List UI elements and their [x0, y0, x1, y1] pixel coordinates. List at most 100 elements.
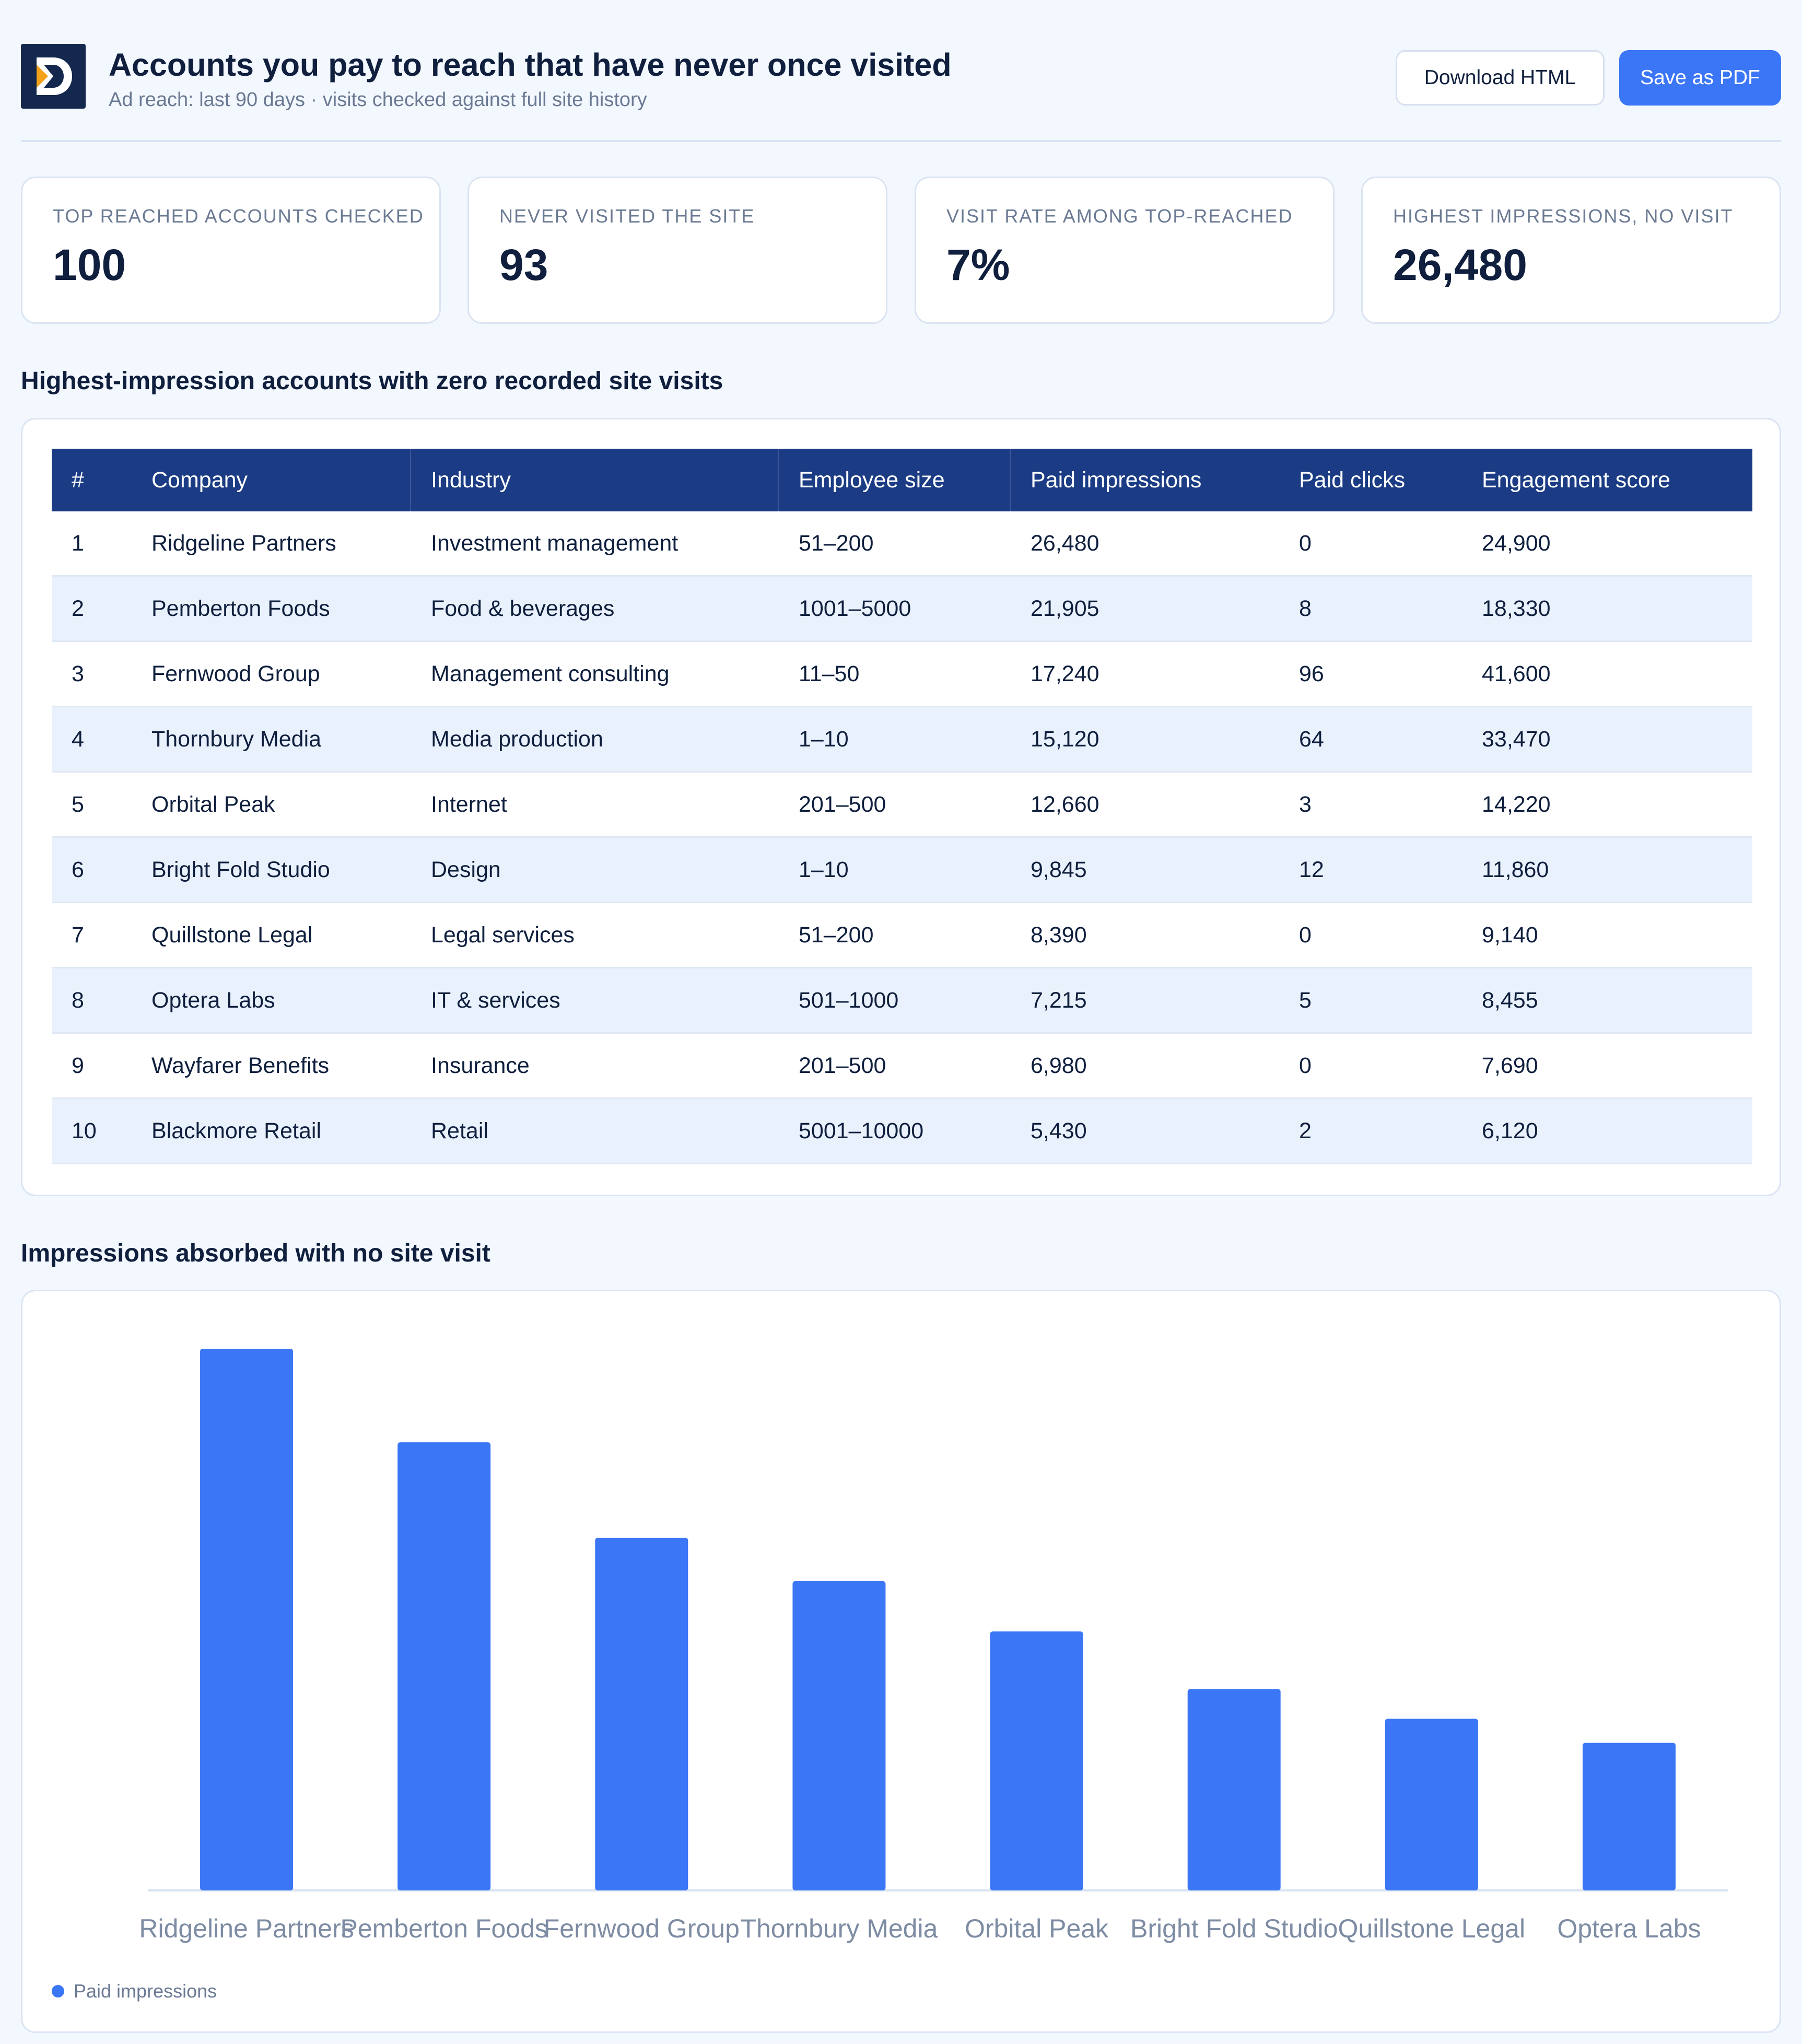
kpi-label: HIGHEST IMPRESSIONS, NO VISIT	[1393, 205, 1734, 227]
bar-orbital-peak[interactable]	[990, 1631, 1083, 1890]
bar-quillstone-legal[interactable]	[1385, 1719, 1478, 1890]
cell-company: Ridgeline Partners	[151, 530, 336, 556]
col-header-engagement-score[interactable]: Engagement score	[1482, 467, 1670, 493]
cell-engagement-score: 11,860	[1482, 857, 1549, 882]
cell-paid-clicks: 0	[1299, 1053, 1312, 1078]
cell-paid-impressions: 5,430	[1031, 1118, 1087, 1143]
cell-engagement-score: 24,900	[1482, 530, 1551, 556]
cell-paid-clicks: 8	[1299, 595, 1312, 621]
cell-paid-impressions: 15,120	[1031, 726, 1099, 752]
col-header-rank[interactable]: #	[72, 467, 84, 493]
col-header-paid-clicks[interactable]: Paid clicks	[1299, 467, 1406, 493]
cell-company: Blackmore Retail	[151, 1118, 321, 1143]
x-tick-label: Quillstone Legal	[1338, 1914, 1526, 1943]
cell-rank: 5	[72, 791, 84, 817]
table-row[interactable]: 3 Fernwood Group Management consulting 11–5…	[52, 642, 1752, 707]
bar-thornbury-media[interactable]	[792, 1581, 886, 1890]
cell-rank: 6	[72, 857, 84, 882]
kpi-value: 7%	[946, 240, 1010, 289]
cell-industry: Retail	[431, 1118, 488, 1143]
cell-company: Quillstone Legal	[151, 922, 313, 948]
cell-rank: 8	[72, 987, 84, 1013]
cell-company: Fernwood Group	[151, 661, 320, 686]
cell-engagement-score: 33,470	[1482, 726, 1551, 752]
col-header-company[interactable]: Company	[151, 467, 248, 493]
chart-panel: Ridgeline Partners Pemberton Foods Fernwoo…	[21, 1290, 1781, 2033]
cell-rank: 1	[72, 530, 84, 556]
kpi-value: 93	[499, 240, 548, 289]
bar-bright-fold-studio[interactable]	[1187, 1689, 1281, 1890]
x-tick-label: Fernwood Group	[544, 1914, 740, 1943]
cell-paid-impressions: 9,845	[1031, 857, 1087, 882]
cell-industry: Food & beverages	[431, 595, 615, 621]
brand-logo-icon	[37, 57, 72, 95]
cell-industry: Legal services	[431, 922, 575, 948]
table-row[interactable]: 10 Blackmore Retail Retail 5001–10000 5,430 2…	[52, 1099, 1752, 1164]
x-tick-label: Bright Fold Studio	[1130, 1914, 1338, 1943]
cell-industry: Media production	[431, 726, 603, 752]
cell-rank: 7	[72, 922, 84, 948]
kpi-value: 100	[53, 240, 126, 289]
accounts-table-panel: # Company Industry Employee size Paid im…	[21, 418, 1781, 1196]
cell-paid-impressions: 12,660	[1031, 791, 1099, 817]
table-row[interactable]: 9 Wayfarer Benefits Insurance 201–500 6,980 0…	[52, 1034, 1752, 1099]
kpi-card-never-visited: NEVER VISITED THE SITE 93	[467, 177, 887, 324]
table-row[interactable]: 7 Quillstone Legal Legal services 51–200 8,3…	[52, 903, 1752, 968]
bar-fernwood-group[interactable]	[595, 1537, 688, 1890]
cell-employee-size: 1001–5000	[799, 595, 911, 621]
cell-engagement-score: 41,600	[1482, 661, 1551, 686]
bar-ridgeline-partners[interactable]	[200, 1349, 294, 1890]
cell-rank: 9	[72, 1053, 84, 1078]
brand-logo	[21, 44, 86, 109]
x-tick-label: Optera Labs	[1557, 1914, 1701, 1943]
kpi-label: VISIT RATE AMONG TOP-REACHED	[946, 205, 1293, 227]
cell-employee-size: 201–500	[799, 791, 886, 817]
cell-industry: Internet	[431, 791, 507, 817]
bar-pemberton-foods[interactable]	[397, 1442, 491, 1890]
legend-label: Paid impressions	[74, 1980, 217, 2002]
save-pdf-button[interactable]: Save as PDF	[1619, 50, 1781, 106]
table-row[interactable]: 4 Thornbury Media Media production 1–10 15,1…	[52, 707, 1752, 773]
cell-employee-size: 5001–10000	[799, 1118, 924, 1143]
kpi-label: TOP REACHED ACCOUNTS CHECKED	[53, 205, 424, 227]
report-header: Accounts you pay to reach that have neve…	[21, 44, 1781, 112]
table-row[interactable]: 1 Ridgeline Partners Investment management…	[52, 511, 1752, 577]
x-tick-label: Ridgeline Partners	[139, 1914, 354, 1943]
cell-engagement-score: 18,330	[1482, 595, 1551, 621]
download-html-button[interactable]: Download HTML	[1396, 50, 1605, 106]
cell-industry: Design	[431, 857, 501, 882]
table-row[interactable]: 8 Optera Labs IT & services 501–1000 7,215 5 8…	[52, 968, 1752, 1034]
cell-industry: IT & services	[431, 987, 560, 1013]
cell-company: Thornbury Media	[151, 726, 322, 752]
cell-company: Orbital Peak	[151, 791, 275, 817]
chart-section-title: Impressions absorbed with no site visit	[21, 1240, 490, 1267]
cell-paid-impressions: 7,215	[1031, 987, 1087, 1013]
cell-company: Optera Labs	[151, 987, 275, 1013]
header-divider	[21, 140, 1781, 142]
table-row[interactable]: 6 Bright Fold Studio Design 1–10 9,845 12 11,8…	[52, 838, 1752, 903]
cell-rank: 3	[72, 661, 84, 686]
kpi-label: NEVER VISITED THE SITE	[499, 205, 755, 227]
cell-employee-size: 1–10	[799, 726, 849, 752]
cell-paid-impressions: 8,390	[1031, 922, 1087, 948]
cell-paid-clicks: 0	[1299, 530, 1312, 556]
cell-employee-size: 51–200	[799, 922, 874, 948]
col-header-employee-size[interactable]: Employee size	[799, 467, 945, 493]
kpi-card-visit-rate: VISIT RATE AMONG TOP-REACHED 7%	[915, 177, 1335, 324]
col-header-paid-impressions[interactable]: Paid impressions	[1031, 467, 1202, 493]
cell-paid-clicks: 5	[1299, 987, 1312, 1013]
cell-company: Pemberton Foods	[151, 595, 330, 621]
cell-company: Wayfarer Benefits	[151, 1053, 330, 1078]
cell-employee-size: 1–10	[799, 857, 849, 882]
cell-industry: Management consulting	[431, 661, 670, 686]
cell-employee-size: 11–50	[799, 661, 860, 686]
cell-paid-impressions: 17,240	[1031, 661, 1099, 686]
col-header-industry[interactable]: Industry	[431, 467, 511, 493]
table-row[interactable]: 2 Pemberton Foods Food & beverages 1001–500…	[52, 577, 1752, 642]
table-row[interactable]: 5 Orbital Peak Internet 201–500 12,660 3 14,22…	[52, 773, 1752, 838]
cell-employee-size: 501–1000	[799, 987, 899, 1013]
bar-optera-labs[interactable]	[1582, 1743, 1676, 1890]
table-body: 1 Ridgeline Partners Investment management…	[52, 511, 1752, 1164]
cell-employee-size: 51–200	[799, 530, 874, 556]
